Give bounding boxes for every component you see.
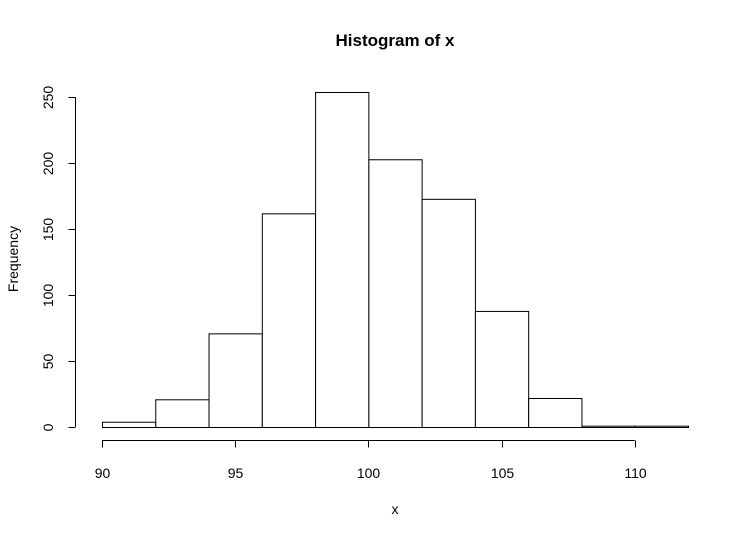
x-tick-label-4: 110 bbox=[624, 465, 647, 481]
x-tick-label-0: 90 bbox=[95, 465, 111, 481]
y-tick-label-4: 200 bbox=[40, 152, 56, 176]
histogram-bar-9 bbox=[581, 425, 636, 428]
x-tick-label-3: 105 bbox=[491, 465, 515, 481]
y-tick-label-5: 250 bbox=[40, 86, 56, 110]
histogram-bar-6 bbox=[421, 198, 476, 428]
histogram-bar-4 bbox=[315, 92, 370, 428]
bars-group bbox=[102, 92, 690, 429]
y-tick-label-1: 50 bbox=[40, 354, 56, 370]
histogram-bar-0 bbox=[102, 421, 157, 428]
x-tick-label-1: 95 bbox=[228, 465, 244, 481]
histogram-bar-8 bbox=[528, 397, 583, 428]
histogram-bar-2 bbox=[208, 333, 263, 429]
y-tick-label-3: 150 bbox=[40, 218, 56, 242]
x-axis-title: x bbox=[392, 501, 399, 517]
histogram-bar-7 bbox=[474, 310, 530, 429]
y-tick-label-2: 100 bbox=[40, 284, 56, 308]
histogram-bar-1 bbox=[155, 399, 210, 429]
x-tick-label-2: 100 bbox=[357, 465, 381, 481]
y-axis-title: Frequency bbox=[5, 226, 21, 292]
y-tick-label-0: 0 bbox=[40, 423, 56, 431]
chart-title: Histogram of x bbox=[335, 31, 455, 50]
histogram-bar-3 bbox=[261, 213, 317, 428]
histogram-bar-10 bbox=[634, 425, 690, 428]
y-axis: 0 50 100 150 200 250 bbox=[40, 86, 76, 431]
histogram-bar-5 bbox=[368, 159, 423, 428]
x-axis: 90 95 100 105 110 bbox=[95, 440, 647, 481]
